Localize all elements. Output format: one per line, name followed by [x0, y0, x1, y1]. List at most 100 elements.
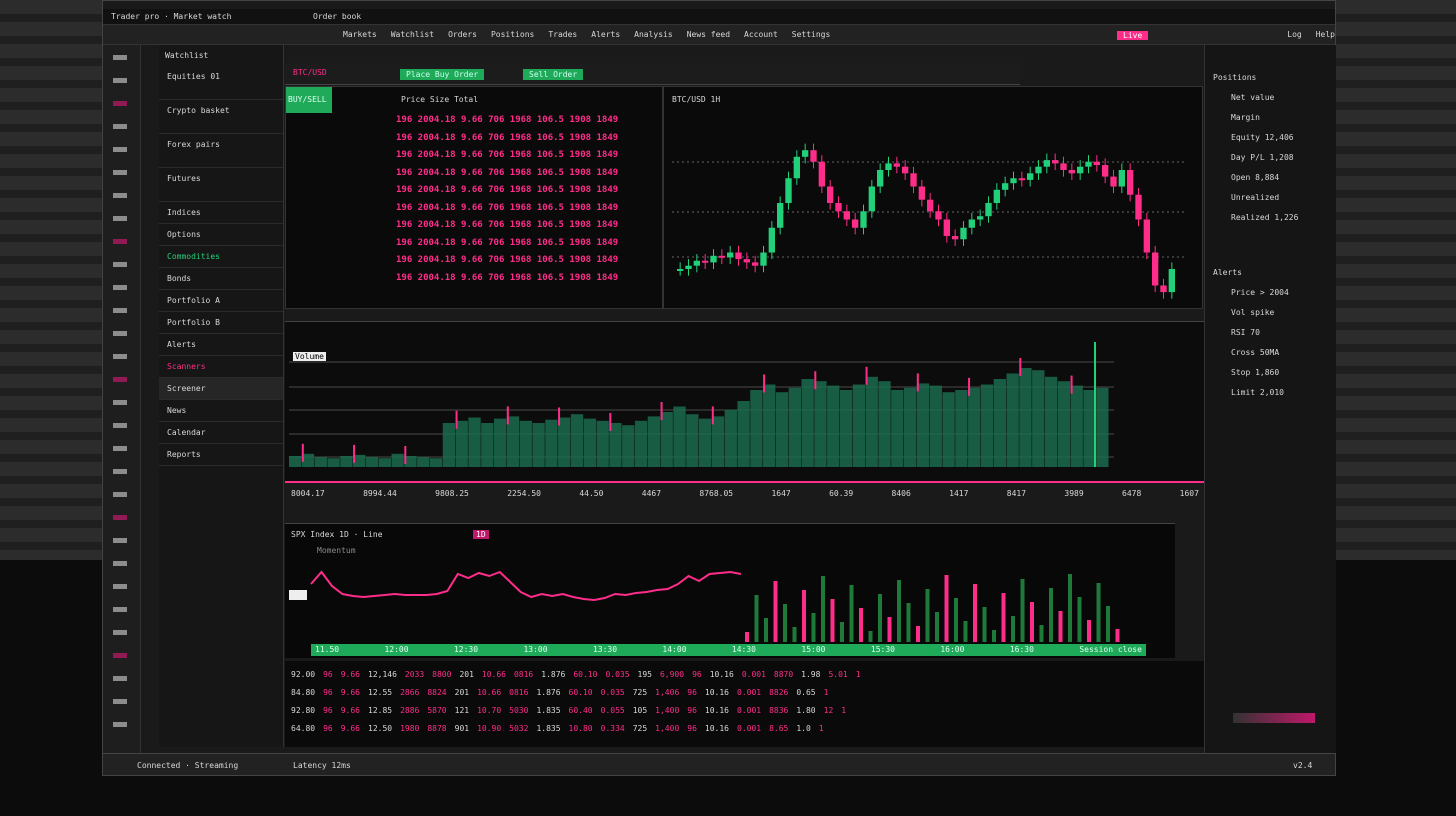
- watchlist-item[interactable]: News: [159, 400, 283, 422]
- watchlist-item[interactable]: Bonds: [159, 268, 283, 290]
- table-row[interactable]: 92.00 96 9.66 12,146 2033 8800 201 10.66 0816 1.8…: [285, 667, 1205, 681]
- order-book-row[interactable]: 196 2004.18 9.66 706 1968 106.5 1908 184…: [396, 237, 619, 248]
- watchlist-item[interactable]: Portfolio A: [159, 290, 283, 312]
- rail-icon[interactable]: [113, 262, 127, 267]
- rail-icon[interactable]: [113, 170, 127, 175]
- rail-icon[interactable]: [113, 722, 127, 727]
- watchlist-item[interactable]: Options: [159, 224, 283, 246]
- menu-item-9[interactable]: Settings: [791, 30, 831, 39]
- panel-item[interactable]: Vol spike: [1231, 308, 1275, 317]
- order-book-row[interactable]: 196 2004.18 9.66 706 1968 106.5 1908 184…: [396, 132, 619, 143]
- volume-spike: [609, 413, 612, 431]
- menu-item-5[interactable]: Alerts: [591, 30, 621, 39]
- rail-icon[interactable]: [113, 699, 127, 704]
- rail-icon[interactable]: [113, 377, 127, 382]
- panel-item[interactable]: Stop 1,860: [1231, 368, 1280, 377]
- rail-icon[interactable]: [113, 423, 127, 428]
- panel-item[interactable]: Day P/L 1,208: [1231, 153, 1294, 162]
- volume-bar: [942, 392, 955, 467]
- rail-icon[interactable]: [113, 400, 127, 405]
- panel-item[interactable]: Equity 12,406: [1231, 133, 1294, 142]
- rail-icon[interactable]: [113, 354, 127, 359]
- watchlist-item[interactable]: Equities 01: [159, 66, 283, 100]
- rail-icon[interactable]: [113, 308, 127, 313]
- rail-icon[interactable]: [113, 515, 127, 520]
- rail-icon[interactable]: [113, 561, 127, 566]
- menu-item-4[interactable]: Trades: [548, 30, 578, 39]
- watchlist-item[interactable]: Reports: [159, 444, 283, 466]
- panel-item[interactable]: Margin: [1231, 113, 1260, 122]
- rail-icon[interactable]: [113, 584, 127, 589]
- rail-icon[interactable]: [113, 331, 127, 336]
- rail-icon[interactable]: [113, 630, 127, 635]
- rail-icon[interactable]: [113, 147, 127, 152]
- menu-right-1[interactable]: Help: [1315, 30, 1335, 39]
- table-row[interactable]: 92.80 96 9.66 12.85 2886 5870 121 10.70 5030 1.83…: [285, 703, 1205, 717]
- menu-right-0[interactable]: Log: [1287, 30, 1302, 39]
- bar-mark: [1077, 597, 1082, 642]
- watchlist-item[interactable]: Futures: [159, 168, 283, 202]
- panel-item[interactable]: Cross 50MA: [1231, 348, 1280, 357]
- panel-item[interactable]: Limit 2,010: [1231, 388, 1284, 397]
- rail-icon[interactable]: [113, 55, 127, 60]
- rail-icon[interactable]: [113, 607, 127, 612]
- panel-item[interactable]: Price > 2004: [1231, 288, 1289, 297]
- rail-icon[interactable]: [113, 101, 127, 106]
- order-book-row[interactable]: 196 2004.18 9.66 706 1968 106.5 1908 184…: [396, 202, 619, 213]
- volume-bar: [340, 456, 353, 467]
- candle: [1043, 160, 1050, 167]
- menu-item-8[interactable]: Account: [744, 30, 778, 39]
- rail-icon[interactable]: [113, 492, 127, 497]
- order-book-row[interactable]: 196 2004.18 9.66 706 1968 106.5 1908 184…: [396, 255, 619, 265]
- rail-icon[interactable]: [113, 193, 127, 198]
- menu-bar: Markets Watchlist Orders Positions Trades Ale…: [103, 25, 1335, 45]
- rail-icon[interactable]: [113, 469, 127, 474]
- table-cell: 12,146: [368, 669, 397, 679]
- table-row[interactable]: 84.80 96 9.66 12.55 2866 8824 201 10.66 0816 1.87…: [285, 685, 1205, 699]
- status-bar: Connected · Streaming Latency 12ms v2.4: [103, 753, 1335, 775]
- order-book-row[interactable]: 196 2004.18 9.66 706 1968 106.5 1908 184…: [396, 150, 619, 160]
- rail-icon[interactable]: [113, 124, 127, 129]
- menu-item-2[interactable]: Orders: [448, 30, 477, 39]
- menu-item-6[interactable]: Analysis: [634, 30, 673, 39]
- watchlist-item[interactable]: Screener: [159, 378, 283, 400]
- watchlist-item[interactable]: Alerts: [159, 334, 283, 356]
- order-book-row[interactable]: 196 2004.18 9.66 706 1968 106.5 1908 184…: [396, 167, 619, 178]
- rail-icon[interactable]: [113, 239, 127, 244]
- live-badge[interactable]: Live: [1117, 31, 1149, 40]
- rail-icon[interactable]: [113, 446, 127, 451]
- order-book-row[interactable]: 196 2004.18 9.66 706 1968 106.5 1908 184…: [396, 185, 619, 195]
- rail-icon[interactable]: [113, 676, 127, 681]
- watchlist-item[interactable]: Forex pairs: [159, 134, 283, 168]
- order-book-row[interactable]: 196 2004.18 9.66 706 1968 106.5 1908 184…: [396, 272, 619, 283]
- order-book-row[interactable]: 196 2004.18 9.66 706 1968 106.5 1908 184…: [396, 220, 619, 230]
- menu-item-1[interactable]: Watchlist: [390, 30, 435, 39]
- rail-icon[interactable]: [113, 78, 127, 83]
- sell-button[interactable]: Sell Order: [523, 69, 584, 80]
- panel-item[interactable]: Net value: [1231, 93, 1275, 102]
- rail-icon[interactable]: [113, 653, 127, 658]
- rail-icon[interactable]: [113, 285, 127, 290]
- menu-item-0[interactable]: Markets: [343, 30, 377, 39]
- panel-item[interactable]: Unrealized: [1231, 193, 1280, 202]
- buy-button[interactable]: Place Buy Order: [400, 69, 485, 80]
- watchlist-item[interactable]: Portfolio B: [159, 312, 283, 334]
- menu-item-3[interactable]: Positions: [490, 30, 535, 39]
- watchlist-item[interactable]: Indices: [159, 202, 283, 224]
- table-cell: 1.835: [536, 723, 561, 733]
- order-book-row[interactable]: 196 2004.18 9.66 706 1968 106.5 1908 184…: [396, 115, 619, 125]
- watchlist-item[interactable]: Crypto basket: [159, 100, 283, 134]
- menu-item-7[interactable]: News feed: [686, 30, 731, 39]
- rail-icon[interactable]: [113, 216, 127, 221]
- panel-item[interactable]: RSI 70: [1231, 328, 1260, 337]
- timeframe-badge[interactable]: 1D: [473, 530, 489, 539]
- watchlist-item[interactable]: Commodities: [159, 246, 283, 268]
- rail-icon[interactable]: [113, 538, 127, 543]
- watchlist-item[interactable]: Scanners: [159, 356, 283, 378]
- table-cell: 2033: [404, 669, 425, 679]
- panel-item[interactable]: Realized 1,226: [1231, 213, 1299, 222]
- panel-item[interactable]: Open 8,884: [1231, 173, 1280, 182]
- table-row[interactable]: 64.80 96 9.66 12.50 1980 8878 901 10.90 5032 1.83…: [285, 721, 1205, 735]
- table-cell: 0.035: [605, 669, 630, 679]
- watchlist-item[interactable]: Calendar: [159, 422, 283, 444]
